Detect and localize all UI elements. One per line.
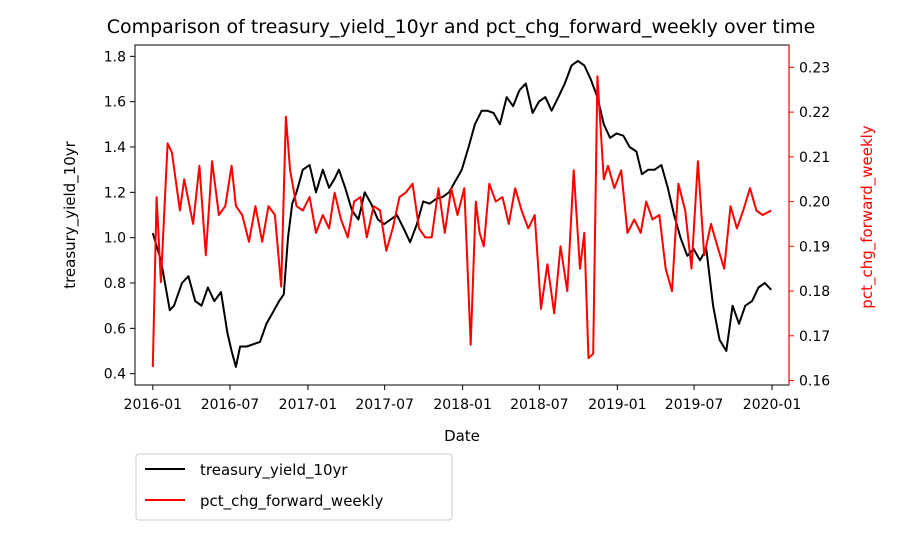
x-tick-label: 2019-01 (588, 397, 647, 413)
y-left-tick-label: 0.8 (104, 276, 126, 292)
x-tick-label: 2017-07 (355, 397, 414, 413)
y-left-tick-label: 1.6 (104, 95, 126, 111)
x-tick-label: 2016-01 (124, 397, 183, 413)
legend-label-pct-chg: pct_chg_forward_weekly (200, 492, 384, 511)
plot-series (151, 59, 772, 368)
legend-box (135, 453, 453, 521)
x-tick-label: 2017-01 (279, 397, 338, 413)
x-tick-label: 2018-07 (510, 397, 569, 413)
y-right-tick-label: 0.22 (799, 105, 830, 121)
y-axis-left: 0.4 0.6 0.8 1.0 1.2 1.4 1.6 1.8 (104, 49, 135, 383)
x-tick-label: 2018-01 (433, 397, 492, 413)
y-left-tick-label: 0.4 (104, 367, 126, 383)
legend-label-treasury: treasury_yield_10yr (200, 461, 348, 480)
y-right-tick-label: 0.21 (799, 150, 830, 166)
x-axis: 2016-01 2016-07 2017-01 2017-07 2018-01 2018-… (124, 385, 802, 413)
y-right-tick-label: 0.17 (799, 329, 830, 345)
chart-title: Comparison of treasury_yield_10yr and pc… (107, 16, 816, 38)
x-tick-label: 2020-01 (743, 397, 802, 413)
y-right-tick-label: 0.23 (799, 60, 830, 76)
series-line-treasury-yield-10yr (151, 59, 772, 368)
legend: treasury_yield_10yr pct_chg_forward_week… (135, 453, 453, 521)
series-line-pct-chg-forward-weekly (151, 75, 772, 368)
y-left-tick-label: 1.2 (104, 185, 126, 201)
y-left-tick-label: 1.0 (104, 231, 126, 247)
x-axis-title: Date (444, 427, 480, 445)
x-tick-label: 2016-07 (201, 397, 260, 413)
y-right-tick-label: 0.16 (799, 374, 830, 390)
y-right-tick-label: 0.18 (799, 284, 830, 300)
y-right-tick-label: 0.20 (799, 195, 830, 211)
y-left-tick-label: 1.4 (104, 140, 126, 156)
y-axis-right-title: pct_chg_forward_weekly (858, 125, 877, 309)
x-tick-label: 2019-07 (665, 397, 724, 413)
y-left-tick-label: 0.6 (104, 321, 126, 337)
y-left-tick-label: 1.8 (104, 49, 126, 65)
y-right-tick-label: 0.19 (799, 239, 830, 255)
y-axis-right: 0.16 0.17 0.18 0.19 0.20 0.21 0.22 0.23 (789, 60, 830, 390)
y-axis-left-title: treasury_yield_10yr (61, 140, 80, 288)
